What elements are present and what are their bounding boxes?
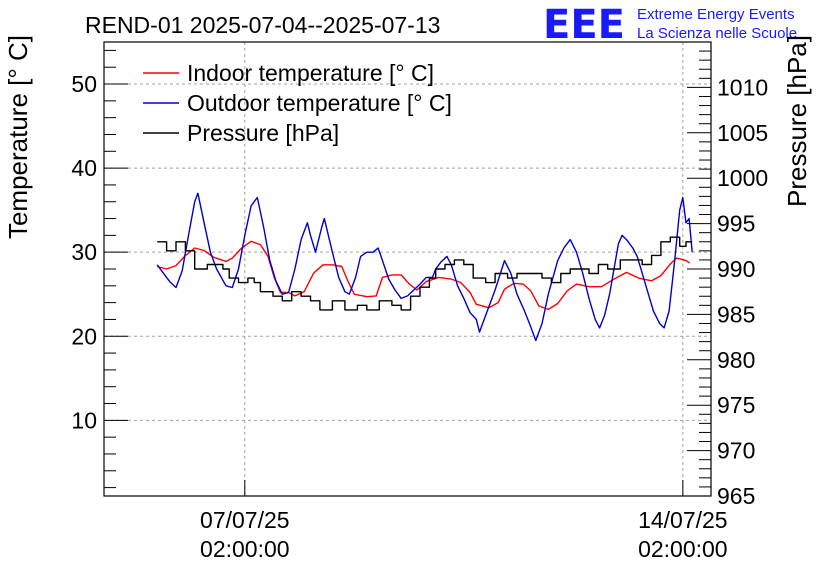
y-tick-label: 50 (71, 71, 97, 97)
tick-labels: 10 20 30 40 50 965 970 975 980 985 990 995 1000 1005 1… (71, 71, 768, 562)
chart-title: REND-01 2025-07-04--2025-07-13 (85, 12, 440, 38)
y2-axis-label: Pressure [hPa] (782, 35, 812, 207)
y2-tick-label: 980 (717, 347, 755, 373)
eee-logo-mark: EEE (543, 2, 625, 48)
legend: Indoor temperature [° C] Outdoor temperat… (143, 60, 452, 146)
eee-logo-line1: Extreme Energy Events (637, 6, 795, 23)
x-tick-label-date: 07/07/25 (200, 507, 290, 533)
legend-label: Indoor temperature [° C] (187, 60, 434, 86)
eee-logo: EEE Extreme Energy Events La Scienza nel… (543, 2, 797, 48)
series-lines (156, 192, 693, 342)
legend-label: Outdoor temperature [° C] (187, 90, 452, 116)
axis-ticks (104, 41, 711, 497)
y2-tick-label: 1000 (717, 165, 768, 191)
y-tick-label: 10 (71, 407, 97, 433)
series-line-1 (156, 192, 693, 342)
y2-tick-label: 990 (717, 256, 755, 282)
eee-logo-line2: La Scienza nelle Scuole (637, 25, 797, 42)
x-tick-label-date: 14/07/25 (638, 507, 728, 533)
y2-tick-label: 970 (717, 438, 755, 464)
legend-label: Pressure [hPa] (187, 120, 339, 146)
y2-tick-label: 975 (717, 392, 755, 418)
series-line-0 (157, 240, 691, 311)
y2-tick-label: 1010 (717, 74, 768, 100)
y2-tick-label: 965 (717, 483, 755, 509)
grid-lines (104, 42, 711, 496)
y2-tick-label: 995 (717, 211, 755, 237)
y-tick-label: 20 (71, 323, 97, 349)
x-tick-label-time: 02:00:00 (200, 536, 290, 562)
y-tick-label: 30 (71, 239, 97, 265)
y-axis-label: Temperature [° C] (3, 35, 33, 239)
x-tick-label-time: 02:00:00 (638, 536, 728, 562)
series-line-2 (157, 236, 693, 311)
y2-tick-label: 1005 (717, 120, 768, 146)
y2-tick-label: 985 (717, 301, 755, 327)
y-tick-label: 40 (71, 155, 97, 181)
